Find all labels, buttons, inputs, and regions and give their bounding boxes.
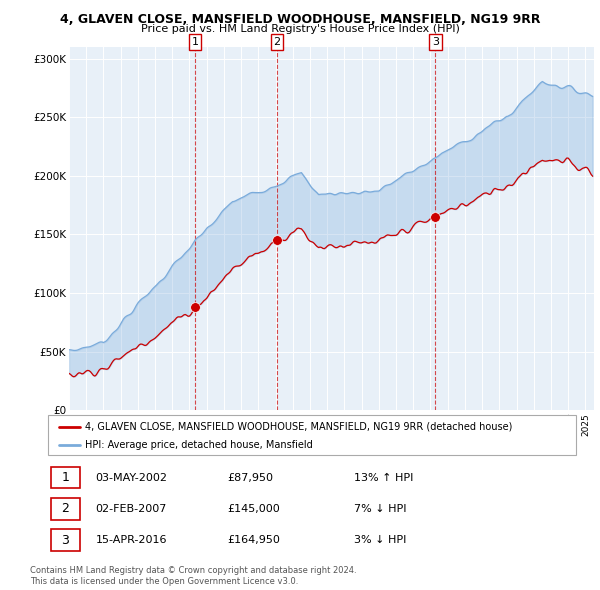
Bar xyxy=(50,467,80,489)
Bar xyxy=(50,529,80,550)
Text: HPI: Average price, detached house, Mansfield: HPI: Average price, detached house, Mans… xyxy=(85,441,313,450)
Text: 02-FEB-2007: 02-FEB-2007 xyxy=(95,504,167,514)
Text: Price paid vs. HM Land Registry's House Price Index (HPI): Price paid vs. HM Land Registry's House … xyxy=(140,24,460,34)
Bar xyxy=(50,498,80,520)
Text: £164,950: £164,950 xyxy=(227,535,280,545)
Text: £145,000: £145,000 xyxy=(227,504,280,514)
Text: 3: 3 xyxy=(432,37,439,47)
Text: 4, GLAVEN CLOSE, MANSFIELD WOODHOUSE, MANSFIELD, NG19 9RR (detached house): 4, GLAVEN CLOSE, MANSFIELD WOODHOUSE, MA… xyxy=(85,422,512,432)
Text: 03-MAY-2002: 03-MAY-2002 xyxy=(95,473,167,483)
Text: 1: 1 xyxy=(191,37,199,47)
Text: 7% ↓ HPI: 7% ↓ HPI xyxy=(354,504,407,514)
Text: 15-APR-2016: 15-APR-2016 xyxy=(95,535,167,545)
Text: Contains HM Land Registry data © Crown copyright and database right 2024.: Contains HM Land Registry data © Crown c… xyxy=(30,566,356,575)
Text: 4, GLAVEN CLOSE, MANSFIELD WOODHOUSE, MANSFIELD, NG19 9RR: 4, GLAVEN CLOSE, MANSFIELD WOODHOUSE, MA… xyxy=(60,13,540,26)
Text: 1: 1 xyxy=(61,471,69,484)
Text: 2: 2 xyxy=(61,502,69,516)
Text: 3: 3 xyxy=(61,533,69,546)
Text: 2: 2 xyxy=(274,37,280,47)
Text: 3% ↓ HPI: 3% ↓ HPI xyxy=(354,535,407,545)
Text: 13% ↑ HPI: 13% ↑ HPI xyxy=(354,473,413,483)
Text: £87,950: £87,950 xyxy=(227,473,274,483)
Text: This data is licensed under the Open Government Licence v3.0.: This data is licensed under the Open Gov… xyxy=(30,577,298,586)
